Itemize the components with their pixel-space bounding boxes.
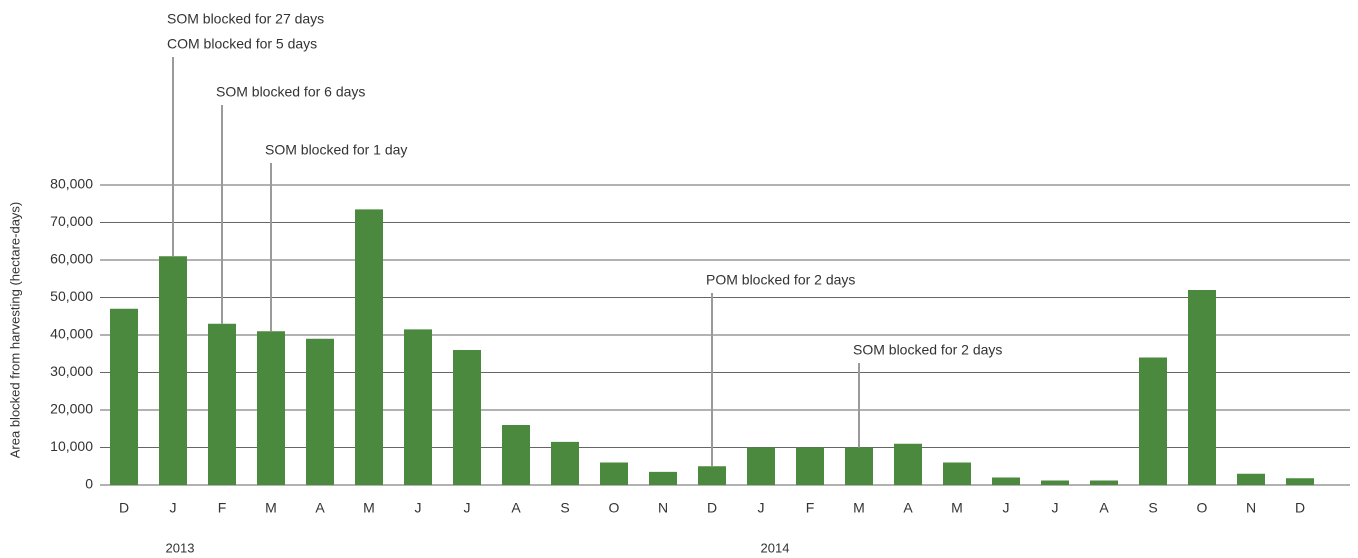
x-tick-label: F: [806, 500, 815, 516]
bar: [796, 447, 824, 485]
x-tick-label: A: [315, 500, 325, 516]
bar: [257, 331, 285, 485]
bar: [600, 462, 628, 485]
bar: [1139, 357, 1167, 485]
y-tick-label: 30,000: [50, 363, 93, 379]
year-label: 2013: [166, 540, 195, 555]
x-tick-label: D: [119, 500, 129, 516]
x-tick-label: N: [1246, 500, 1256, 516]
bar: [649, 471, 677, 485]
annotation-text: SOM blocked for 27 days: [167, 11, 324, 27]
annotation-text: SOM blocked for 6 days: [216, 84, 365, 100]
y-tick-label: 20,000: [50, 401, 93, 417]
bar: [943, 462, 971, 485]
x-tick-label: A: [1099, 500, 1109, 516]
bar: [208, 323, 236, 485]
x-tick-label: M: [265, 500, 277, 516]
bar: [1237, 473, 1265, 485]
x-tick-label: J: [1052, 500, 1059, 516]
bar: [894, 443, 922, 485]
x-tick-label: O: [1197, 500, 1208, 516]
x-tick-label: J: [758, 500, 765, 516]
bar: [404, 329, 432, 485]
x-tick-label: S: [560, 500, 569, 516]
bar: [306, 338, 334, 485]
x-tick-label: N: [658, 500, 668, 516]
x-tick-label: A: [903, 500, 913, 516]
y-tick-label: 0: [85, 476, 93, 492]
bar: [355, 209, 383, 485]
y-tick-label: 50,000: [50, 288, 93, 304]
y-tick-label: 40,000: [50, 326, 93, 342]
annotation-text: POM blocked for 2 days: [706, 272, 855, 288]
x-tick-label: M: [951, 500, 963, 516]
x-tick-label: S: [1148, 500, 1157, 516]
bar: [845, 447, 873, 485]
bar: [1188, 290, 1216, 485]
annotation-text: SOM blocked for 2 days: [853, 342, 1002, 358]
y-tick-label: 10,000: [50, 438, 93, 454]
y-tick-label: 80,000: [50, 176, 93, 192]
bar: [1090, 480, 1118, 485]
bar: [453, 350, 481, 485]
year-label: 2014: [761, 540, 790, 555]
bar: [159, 256, 187, 485]
bar: [1286, 478, 1314, 485]
bar: [1041, 480, 1069, 485]
annotation-text: SOM blocked for 1 day: [265, 142, 407, 158]
x-tick-label: O: [609, 500, 620, 516]
y-axis-title: Area blocked from harvesting (hectare-da…: [7, 202, 22, 459]
bar: [747, 447, 775, 485]
y-tick-label: 70,000: [50, 213, 93, 229]
bar: [992, 477, 1020, 485]
x-tick-label: D: [1295, 500, 1305, 516]
x-tick-label: D: [707, 500, 717, 516]
bar: [110, 308, 138, 485]
x-tick-label: M: [853, 500, 865, 516]
bar: [551, 441, 579, 485]
bar: [502, 425, 530, 485]
x-tick-label: A: [511, 500, 521, 516]
x-tick-label: J: [1003, 500, 1010, 516]
x-tick-label: J: [415, 500, 422, 516]
x-tick-label: M: [363, 500, 375, 516]
x-tick-label: F: [218, 500, 227, 516]
x-tick-label: J: [170, 500, 177, 516]
bar: [698, 466, 726, 485]
x-tick-label: J: [464, 500, 471, 516]
y-tick-label: 60,000: [50, 251, 93, 267]
annotation-text: COM blocked for 5 days: [167, 36, 317, 52]
